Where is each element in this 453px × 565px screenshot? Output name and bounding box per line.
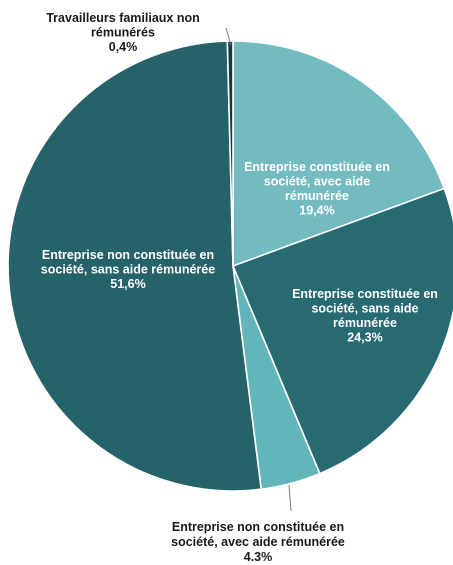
slice-label-2: Entreprise non constituée en société, ave… bbox=[171, 520, 345, 564]
slice-label-line: société, sans aide rémunérée bbox=[41, 263, 215, 277]
slice-label-line: Entreprise non constituée en bbox=[42, 248, 214, 262]
pie-slice-1 bbox=[232, 187, 453, 475]
slice-label-line: rémunérée bbox=[285, 189, 349, 203]
slice-label-line: société, sans aide bbox=[311, 302, 418, 316]
slice-label-1: Entreprise constituée en société, sans ai… bbox=[292, 287, 438, 345]
slice-label-line: société, avec aide rémunérée bbox=[171, 535, 345, 549]
slice-label-line: Travailleurs familiaux non bbox=[46, 11, 200, 25]
slice-label-line: Entreprise constituée en bbox=[244, 160, 390, 174]
slice-label-3: Entreprise non constituée en société, san… bbox=[41, 248, 215, 291]
slice-label-line: Entreprise non constituée en bbox=[172, 520, 344, 534]
pie-slice-3 bbox=[7, 40, 262, 492]
pie-slice-0 bbox=[232, 40, 446, 267]
slice-value-label: 19,4% bbox=[299, 204, 334, 218]
slice-label-4: Travailleurs familiaux non rémunérés 0,4% bbox=[46, 11, 200, 54]
slice-value-label: 51,6% bbox=[110, 277, 145, 291]
slice-label-0: Entreprise constituée en société, avec ai… bbox=[244, 160, 390, 218]
slice-value-label: 4.3% bbox=[244, 550, 273, 564]
slice-label-line: rémunérés bbox=[91, 26, 155, 40]
slice-value-label: 24,3% bbox=[347, 331, 382, 345]
leader-line-2 bbox=[288, 484, 292, 512]
leader-line-4 bbox=[225, 27, 232, 46]
slice-label-line: rémunérée bbox=[333, 316, 397, 330]
slice-label-line: Entreprise constituée en bbox=[292, 287, 438, 301]
slice-value-label: 0,4% bbox=[109, 40, 138, 54]
slice-label-line: société, avec aide bbox=[264, 175, 370, 189]
